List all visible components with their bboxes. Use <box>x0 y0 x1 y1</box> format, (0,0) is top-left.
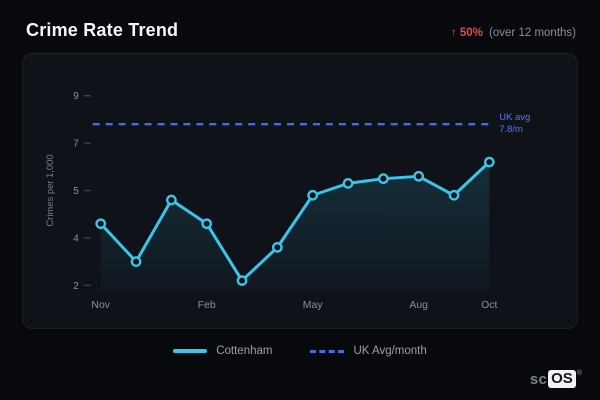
svg-text:Feb: Feb <box>198 300 216 311</box>
solid-line-swatch-icon <box>173 349 208 353</box>
svg-text:Crimes per 1,000: Crimes per 1,000 <box>45 154 56 226</box>
trend-arrow-icon: ↑ <box>450 27 457 39</box>
svg-text:2: 2 <box>73 281 79 292</box>
header: Crime Rate Trend ↑ 50% (over 12 months) <box>0 0 600 53</box>
svg-text:Aug: Aug <box>409 300 428 311</box>
trend-value: 50% <box>459 27 483 39</box>
svg-text:7: 7 <box>73 139 79 150</box>
svg-text:UK avg: UK avg <box>499 112 530 123</box>
legend-label: UK Avg/month <box>353 345 427 357</box>
trend-caption: (over 12 months) <box>489 27 576 39</box>
svg-text:Oct: Oct <box>481 300 497 311</box>
registered-mark-icon: ® <box>576 369 582 377</box>
trend-indicator: ↑ 50% (over 12 months) <box>451 27 576 39</box>
page-title: Crime Rate Trend <box>26 20 179 40</box>
svg-text:7.8/m: 7.8/m <box>499 124 523 135</box>
legend-item-cottenham[interactable]: Cottenham <box>173 345 272 357</box>
svg-text:Nov: Nov <box>91 300 110 311</box>
chart-panel: UK avg 7.8/m 9 7 5 4 2 Crimes per 1,000 Nov Feb Ma… <box>22 53 578 329</box>
scos-logo: sc OS ® <box>530 370 582 388</box>
dashed-line-swatch-icon <box>310 349 345 353</box>
chart-legend: Cottenham UK Avg/month <box>0 345 600 357</box>
legend-label: Cottenham <box>216 345 273 357</box>
logo-box: OS <box>548 370 576 388</box>
svg-text:May: May <box>303 300 324 311</box>
svg-text:4: 4 <box>73 233 79 244</box>
logo-prefix: sc <box>529 370 548 388</box>
svg-text:9: 9 <box>73 91 79 102</box>
legend-item-uk-avg[interactable]: UK Avg/month <box>310 345 427 357</box>
svg-text:5: 5 <box>73 186 79 197</box>
